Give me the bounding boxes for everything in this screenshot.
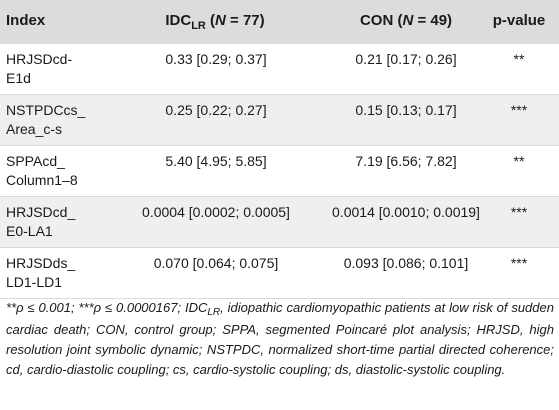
row-index-label: HRJSDds_ LD1-LD1 [6,254,126,292]
table-footnote: **ρ ≤ 0.001; ***ρ ≤ 0.0000167; IDCLR, id… [6,298,554,380]
table-row: HRJSDcd- E1d 0.33 [0.29; 0.37] 0.21 [0.17… [0,44,559,95]
row-idc-value: 5.40 [4.95; 5.85] [165,153,267,169]
row-index-line2: Area_c-s [6,121,63,137]
footnote-subscript: LR [207,307,221,318]
row-index-label: HRJSDcd- E1d [6,50,126,88]
row-index-label: HRJSDcd_ E0-LA1 [6,203,126,241]
row-idc-value: 0.0004 [0.0002; 0.0005] [142,204,290,220]
row-con-value: 0.093 [0.086; 0.101] [343,255,469,271]
row-index-label: NSTPDCcs_ Area_c-s [6,101,126,139]
table-row: HRJSDds_ LD1-LD1 0.070 [0.064; 0.075] 0.0… [0,248,559,299]
footnote-part1: **ρ ≤ 0.001; ***ρ ≤ 0.0000167; IDC [6,300,208,315]
row-con-value: 7.19 [6.56; 7.82] [355,153,457,169]
table-row: NSTPDCcs_ Area_c-s 0.25 [0.22; 0.27] 0.15… [0,95,559,146]
header-idc-n-value: = 77) [225,12,265,29]
row-index-line1: SPPAcd_ [6,153,65,169]
table-header-row: Index IDCLR (N = 77) CON (N = 49) p-valu… [0,0,559,44]
table-row: HRJSDcd_ E0-LA1 0.0004 [0.0002; 0.0005] 0… [0,197,559,248]
header-idc-subscript: LR [191,20,206,32]
header-con-main: CON ( [359,12,403,29]
header-index: Index [6,12,46,29]
row-idc-value: 0.070 [0.064; 0.075] [153,255,279,271]
header-con-n: N [402,12,414,29]
row-index-line1: HRJSDcd- [6,51,73,67]
row-index-line2: E1d [6,70,31,86]
row-p-value: *** [510,204,528,220]
header-idc-main: IDC [165,12,192,29]
row-index-line2: LD1-LD1 [6,274,63,290]
row-con-value: 0.21 [0.17; 0.26] [355,51,457,67]
results-table: Index IDCLR (N = 77) CON (N = 49) p-valu… [0,0,559,299]
row-idc-value: 0.25 [0.22; 0.27] [165,102,267,118]
row-index-line1: HRJSDcd_ [6,204,76,220]
table-row: SPPAcd_ Column1–8 5.40 [4.95; 5.85] 7.19 … [0,146,559,197]
row-con-value: 0.0014 [0.0010; 0.0019] [332,204,480,220]
header-idc-n: N [215,12,226,29]
header-idc-open: ( [205,12,216,29]
header-idc: IDCLR (N = 77) [130,12,300,32]
header-con: CON (N = 49) [326,12,486,29]
row-con-value: 0.15 [0.13; 0.17] [355,102,457,118]
row-index-line2: Column1–8 [6,172,78,188]
row-index-line1: HRJSDds_ [6,255,76,271]
row-p-value: *** [510,255,528,271]
row-p-value: *** [510,102,528,118]
footnote-part2: , idiopathic cardiomyopathic patients at… [6,300,554,377]
header-p-value: p-value [492,12,546,29]
row-p-value: ** [513,153,525,169]
row-idc-value: 0.33 [0.29; 0.37] [165,51,267,67]
row-index-line1: NSTPDCcs_ [6,102,86,118]
row-index-line2: E0-LA1 [6,223,53,239]
header-con-n-value: = 49) [413,12,453,29]
row-index-label: SPPAcd_ Column1–8 [6,152,126,190]
row-p-value: ** [513,51,525,67]
